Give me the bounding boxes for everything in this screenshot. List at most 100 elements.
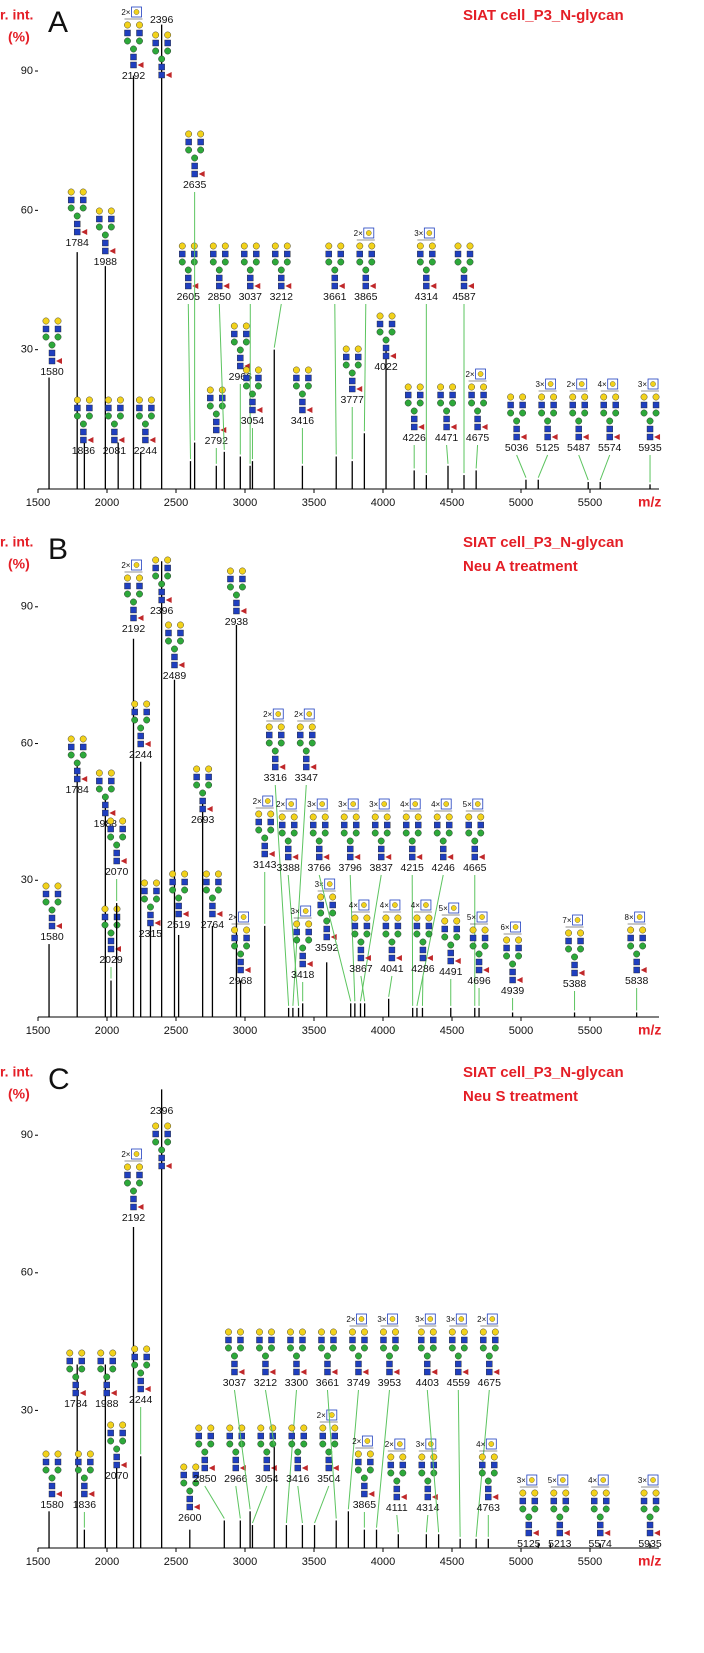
- glycan-icon: [243, 374, 250, 382]
- glycan-icon: [357, 954, 365, 962]
- label-arrow: [297, 1485, 303, 1524]
- glycan-icon: [419, 954, 427, 962]
- glycan-icon: [81, 776, 88, 782]
- glycan-icon: [424, 1313, 436, 1325]
- glycan-icon: [152, 564, 159, 572]
- glycan-icon: [520, 434, 527, 440]
- glycan-icon: [271, 258, 279, 266]
- label-arrow: [425, 1514, 429, 1533]
- glycan-icon: [349, 1328, 356, 1336]
- glycan-icon: [525, 1513, 533, 1521]
- glycan-icon: [475, 368, 486, 380]
- glycan-icon: [261, 850, 268, 858]
- glycan-icon: [562, 1489, 570, 1497]
- glycan-icon: [388, 312, 396, 320]
- glycan-icon: [468, 383, 475, 391]
- glycan-icon: [477, 821, 484, 829]
- peak-label: 1988: [94, 256, 118, 268]
- glycan-icon: [418, 424, 425, 430]
- glycan-icon: [477, 829, 485, 837]
- glycan-icon: [181, 886, 189, 894]
- glycan-icon: [306, 711, 312, 717]
- glycan-icon: [363, 914, 371, 922]
- glycan-icon: [418, 1469, 426, 1477]
- glycan-icon: [355, 1352, 362, 1360]
- glycan-icon: [136, 574, 143, 582]
- glycan-icon: [319, 1440, 327, 1448]
- glycan-icon: [305, 382, 312, 390]
- glycan-icon: [490, 1453, 498, 1461]
- glycan-icon: [480, 391, 487, 399]
- glycan-icon: [164, 47, 172, 55]
- glycan-icon: [209, 902, 216, 910]
- glycan-icon: [572, 914, 583, 926]
- x-tick-label: 5000: [509, 1556, 533, 1568]
- glycan-icon: [158, 596, 165, 604]
- glycan-icon: [171, 645, 178, 653]
- glycan-prefix: 2×: [253, 797, 262, 806]
- glycan-icon: [355, 1368, 362, 1376]
- glycan-icon: [429, 1344, 437, 1352]
- glycan-icon: [130, 61, 137, 69]
- glycan-prefix: 2×: [346, 1315, 355, 1324]
- glycan-icon: [471, 845, 478, 853]
- glycan-icon: [193, 773, 200, 781]
- glycan-icon: [652, 393, 660, 401]
- glycan-icon: [361, 1344, 368, 1352]
- label-arrow: [273, 303, 282, 348]
- label-arrow: [347, 1389, 359, 1510]
- glycan-icon: [429, 250, 436, 258]
- glycan-icon: [544, 417, 552, 425]
- glycan-icon: [319, 801, 325, 807]
- glycan-icon: [164, 39, 171, 47]
- glycan-icon: [263, 1448, 271, 1456]
- peak-label: 4471: [435, 432, 459, 444]
- glycan-icon: [409, 853, 416, 861]
- glycan-icon: [581, 393, 589, 401]
- glycan-icon: [416, 391, 424, 399]
- glycan-icon: [137, 740, 144, 748]
- glycan-icon: [366, 1466, 374, 1474]
- x-tick-label: 2000: [95, 1025, 119, 1037]
- glycan-icon: [216, 911, 223, 917]
- glycan-icon: [131, 1345, 139, 1353]
- glycan-icon: [137, 615, 144, 621]
- glycan-icon: [493, 1369, 500, 1375]
- glycan-icon: [341, 821, 348, 829]
- glycan-icon: [225, 1344, 232, 1352]
- glycan-icon: [544, 425, 551, 433]
- glycan-icon: [591, 1497, 598, 1505]
- glycan-icon: [136, 29, 143, 37]
- glycan-icon: [342, 345, 350, 353]
- glycan-icon: [376, 312, 384, 320]
- peak-label: 5125: [517, 1538, 541, 1550]
- y-tick-label: 90: [21, 601, 33, 613]
- glycan-icon: [252, 258, 260, 266]
- glycan-icon: [303, 755, 310, 763]
- glycan-icon: [102, 809, 109, 817]
- glycan-prefix: 2×: [477, 1315, 486, 1324]
- glycan-icon: [449, 1336, 456, 1344]
- glycan-icon: [293, 1360, 300, 1368]
- glycan-icon: [479, 1461, 486, 1469]
- peak-label: 2489: [163, 670, 187, 682]
- glycan-icon: [247, 274, 254, 282]
- glycan-icon: [152, 572, 160, 580]
- glycan-icon: [290, 813, 298, 821]
- glycan-icon: [88, 1491, 95, 1497]
- glycan-icon: [429, 1328, 437, 1336]
- glycan-icon: [640, 1497, 648, 1505]
- peak-label: 2244: [129, 1394, 153, 1406]
- glycan-icon: [443, 423, 450, 431]
- glycan-icon: [257, 1440, 265, 1448]
- glycan-icon: [239, 583, 246, 591]
- glycan-icon: [102, 239, 109, 247]
- glycan-icon: [399, 1461, 407, 1469]
- glycan-icon: [469, 926, 477, 934]
- glycan-icon: [111, 428, 118, 436]
- glycan-icon: [356, 386, 363, 392]
- glycan-icon: [465, 829, 473, 837]
- glycan-icon: [118, 437, 125, 443]
- glycan-icon: [97, 1349, 105, 1357]
- glycan-icon: [413, 930, 421, 938]
